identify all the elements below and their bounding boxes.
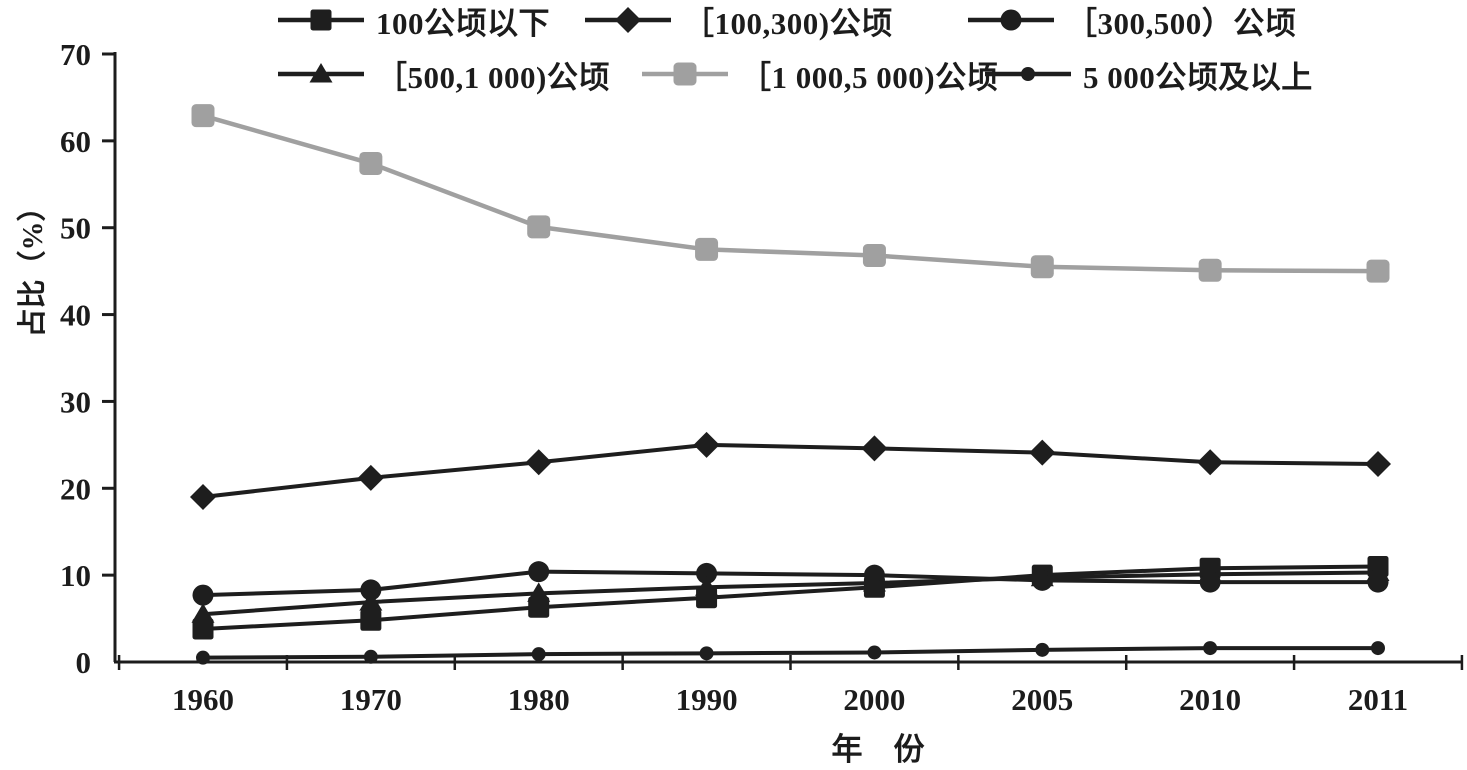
svg-text:60: 60: [60, 124, 91, 159]
legend-item-500-1000ha: ［500,1 000)公顷: [278, 57, 610, 95]
legend-label: ［300,500）公顷: [1066, 5, 1297, 41]
svg-text:1990: 1990: [676, 682, 738, 717]
legend-label: ［1 000,5 000)公顷: [740, 59, 999, 95]
x-axis-title: 年 份: [831, 732, 925, 767]
svg-text:2011: 2011: [1348, 682, 1408, 717]
legend-marker-square-icon: [278, 5, 364, 35]
legend-label: ［500,1 000)公顷: [376, 59, 610, 95]
legend-marker-diamond-icon: [585, 5, 671, 35]
legend-marker-triangle-icon: [278, 59, 364, 89]
legend-marker-dot-icon: [985, 59, 1071, 89]
legend-marker-circle-icon: [968, 5, 1054, 35]
svg-text:2000: 2000: [843, 682, 905, 717]
svg-text:1960: 1960: [172, 682, 234, 717]
svg-text:1980: 1980: [508, 682, 570, 717]
legend-item-gte-5000ha: 5 000公顷及以上: [985, 57, 1313, 95]
legend-item-300-500ha: ［300,500）公顷: [968, 3, 1296, 41]
svg-text:1970: 1970: [340, 682, 402, 717]
svg-text:70: 70: [60, 37, 91, 72]
svg-text:0: 0: [76, 645, 92, 680]
svg-text:20: 20: [60, 471, 91, 506]
legend-label: ［100,300)公顷: [683, 5, 893, 41]
svg-text:2010: 2010: [1179, 682, 1241, 717]
legend-marker-gray-square-icon: [642, 59, 728, 89]
legend-label: 100公顷以下: [376, 5, 550, 41]
svg-text:50: 50: [60, 211, 91, 246]
legend-item-1000-5000ha: ［1 000,5 000)公顷: [642, 57, 998, 95]
svg-text:40: 40: [60, 298, 91, 333]
legend-item-lt-100ha: 100公顷以下: [278, 3, 550, 41]
y-axis-title: 占比（%）: [17, 192, 49, 338]
svg-text:2005: 2005: [1011, 682, 1073, 717]
legend-label: 5 000公顷及以上: [1083, 59, 1313, 95]
legend-item-100-300ha: ［100,300)公顷: [585, 3, 893, 41]
svg-text:10: 10: [60, 558, 91, 593]
svg-text:30: 30: [60, 384, 91, 419]
